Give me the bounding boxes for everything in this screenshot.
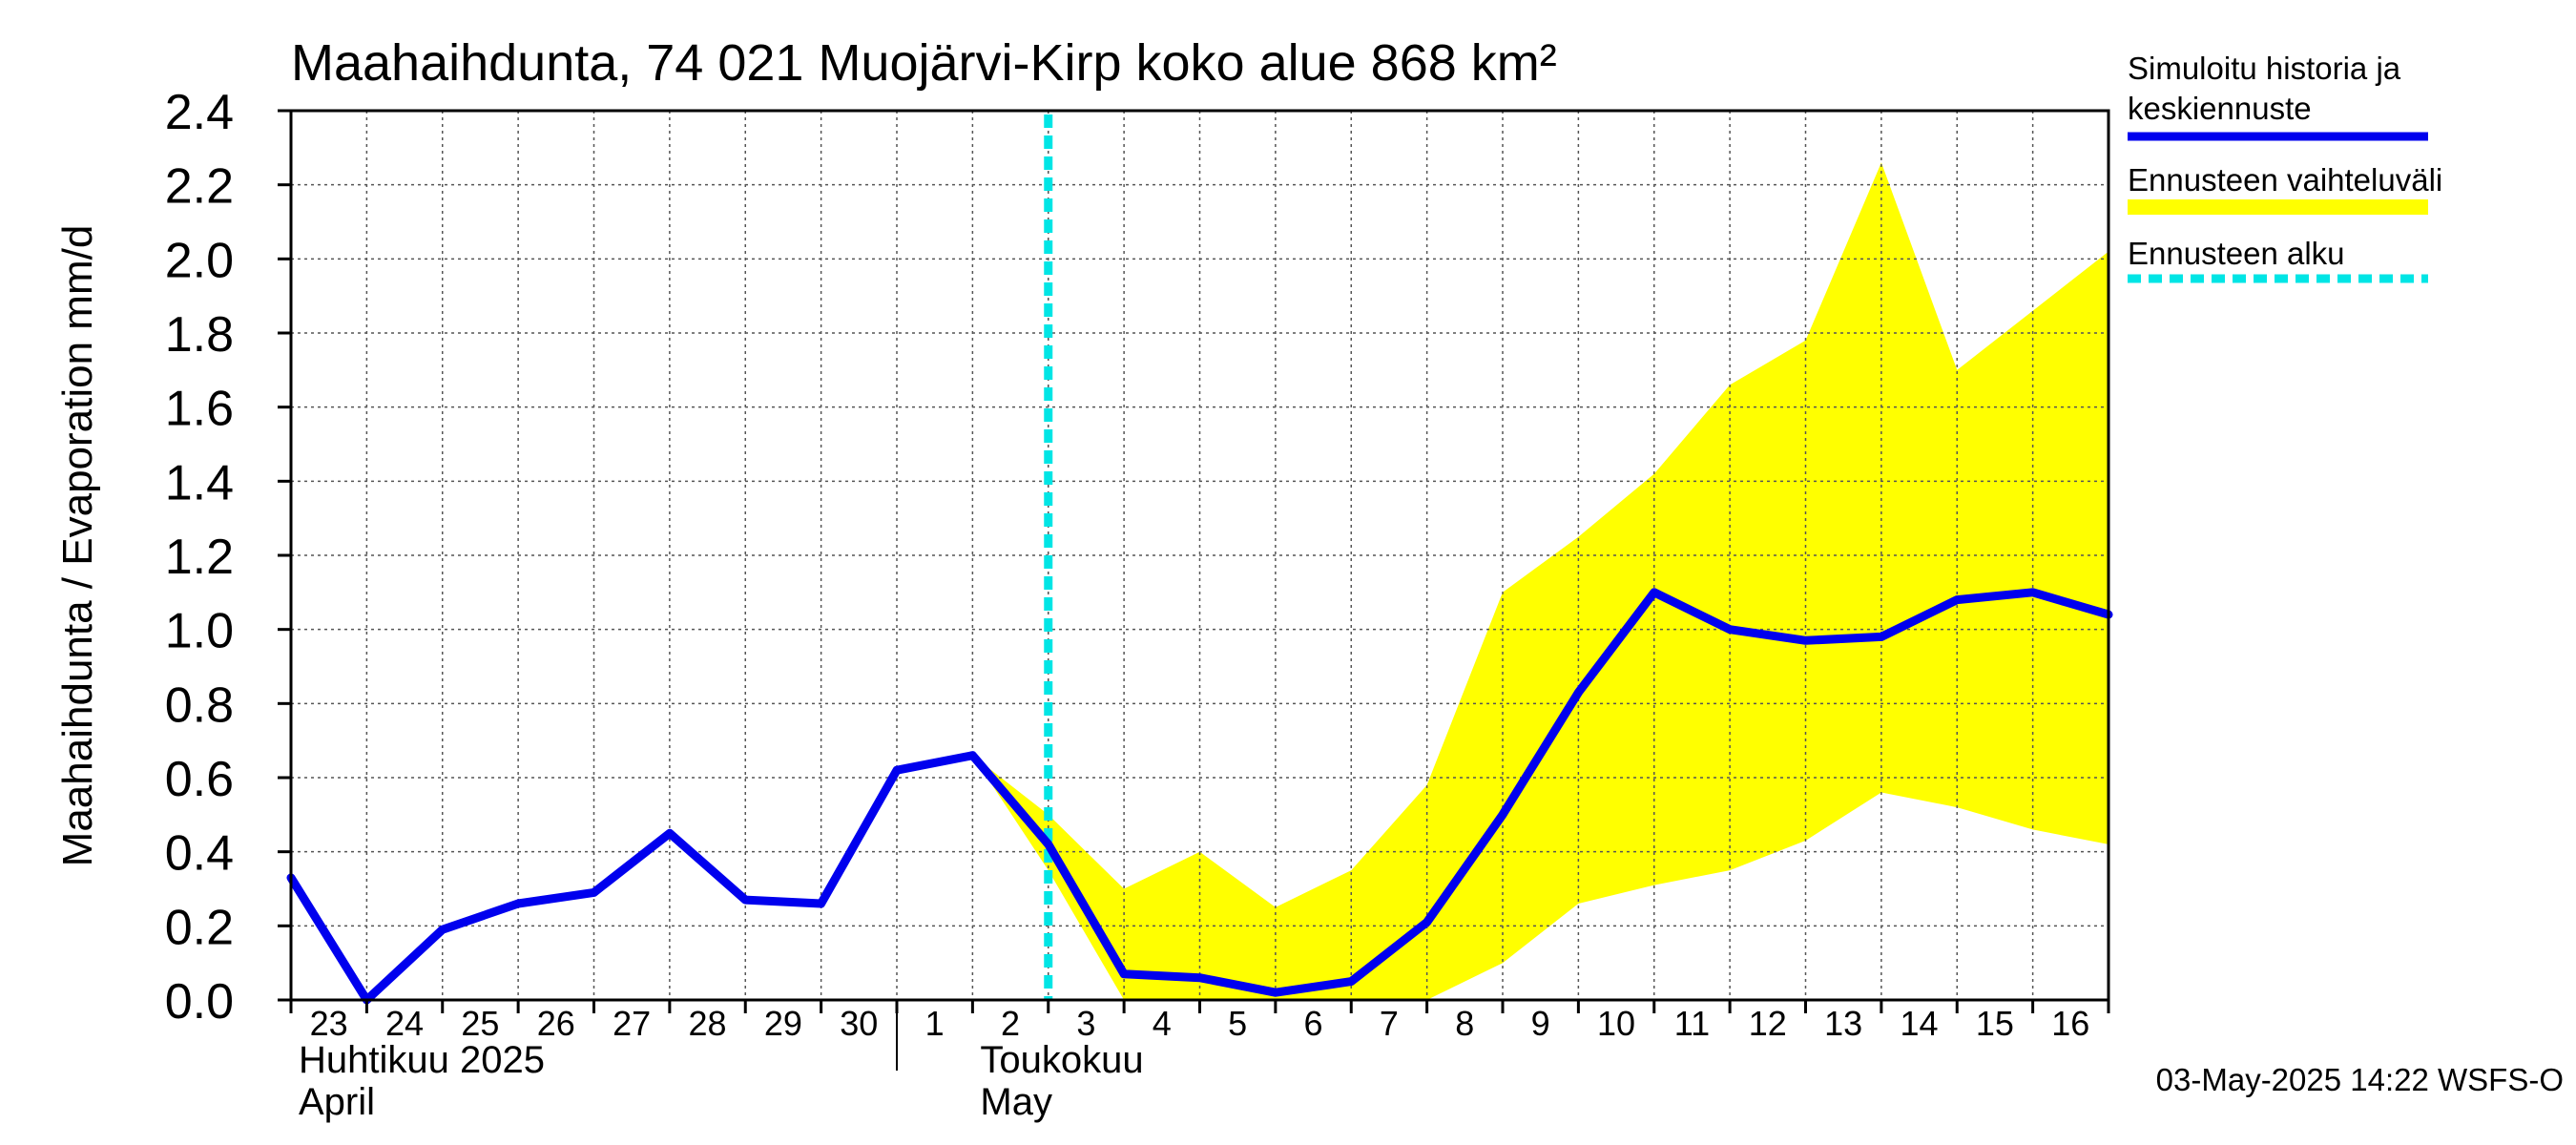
- x-tick-label: 1: [925, 1004, 945, 1043]
- y-tick-label: 0.8: [165, 677, 234, 733]
- x-tick-label: 24: [385, 1004, 424, 1043]
- x-tick-label: 12: [1749, 1004, 1787, 1043]
- x-tick-label: 27: [613, 1004, 651, 1043]
- y-tick-label: 2.2: [165, 159, 234, 215]
- x-tick-label: 16: [2051, 1004, 2089, 1043]
- y-tick-label: 1.2: [165, 530, 234, 585]
- legend-item-range: Ennusteen vaihteluväli: [2128, 162, 2442, 215]
- band-layer: [972, 162, 2109, 1000]
- x-tick-label: 14: [1901, 1004, 1939, 1043]
- series-line-main: [286, 588, 2113, 1005]
- legend-item-main-series: Simuloitu historia ja keskiennuste: [2128, 51, 2428, 141]
- x-tick-label: 4: [1153, 1004, 1172, 1043]
- y-tick-label: 0.2: [165, 900, 234, 955]
- month-label-en: April: [299, 1081, 375, 1123]
- x-tick-label: 15: [1976, 1004, 2014, 1043]
- x-tick-label: 8: [1455, 1004, 1474, 1043]
- footer-timestamp: 03-May-2025 14:22 WSFS-O: [2156, 1062, 2564, 1097]
- y-tick-label: 2.0: [165, 233, 234, 288]
- x-tick-label: 3: [1076, 1004, 1095, 1043]
- x-tick-label: 28: [689, 1004, 727, 1043]
- legend-item-forecast-start: Ennusteen alku: [2128, 236, 2428, 283]
- x-tick-label: 30: [840, 1004, 878, 1043]
- x-tick-label: 7: [1380, 1004, 1399, 1043]
- month-label-fi: Toukokuu: [980, 1039, 1143, 1081]
- x-tick-label: 5: [1228, 1004, 1247, 1043]
- grid: [291, 111, 2109, 1000]
- y-tick-label: 2.4: [165, 85, 234, 140]
- y-axis: 0.0 0.2 0.4 0.6 0.8 1.0 1.2 1.4 1.6 1.8 2.0 2.2 2.4: [165, 85, 291, 1030]
- chart-title: Maahaihdunta, 74 021 Muojärvi-Kirp koko …: [291, 34, 1557, 92]
- legend: Simuloitu historia ja keskiennuste Ennus…: [2128, 51, 2442, 283]
- x-tick-label: 29: [764, 1004, 802, 1043]
- legend-label-forecast-start: Ennusteen alku: [2128, 236, 2345, 271]
- x-tick-label: 11: [1674, 1004, 1710, 1043]
- x-tick-label: 25: [461, 1004, 499, 1043]
- legend-label-main-line2: keskiennuste: [2128, 91, 2312, 126]
- x-tick-label: 13: [1824, 1004, 1862, 1043]
- y-tick-label: 0.0: [165, 974, 234, 1030]
- x-tick-label: 10: [1597, 1004, 1635, 1043]
- forecast-range-band: [972, 162, 2109, 1000]
- x-tick-label: 6: [1304, 1004, 1323, 1043]
- y-tick-label: 1.4: [165, 455, 234, 510]
- y-tick-label: 1.0: [165, 604, 234, 659]
- x-axis: 23 24 25 26 27 28 29 30 1 2 3 4 5 6 7 8 9 10 11 12 13 14 15 16H…: [289, 1000, 2110, 1123]
- y-tick-label: 0.4: [165, 826, 234, 882]
- y-tick-label: 0.6: [165, 752, 234, 807]
- x-tick-label: 26: [537, 1004, 575, 1043]
- x-tick-label: 23: [310, 1004, 348, 1043]
- month-label-fi: Huhtikuu 2025: [299, 1039, 545, 1081]
- y-tick-label: 1.6: [165, 382, 234, 437]
- x-tick-label: 2: [1001, 1004, 1020, 1043]
- month-label-en: May: [980, 1081, 1052, 1123]
- x-tick-label: 9: [1531, 1004, 1550, 1043]
- legend-label-main-line1: Simuloitu historia ja: [2128, 51, 2401, 86]
- y-axis-label: Maahaihdunta / Evaporation mm/d: [54, 225, 101, 867]
- y-tick-label: 1.8: [165, 307, 234, 363]
- legend-label-range: Ennusteen vaihteluväli: [2128, 162, 2442, 198]
